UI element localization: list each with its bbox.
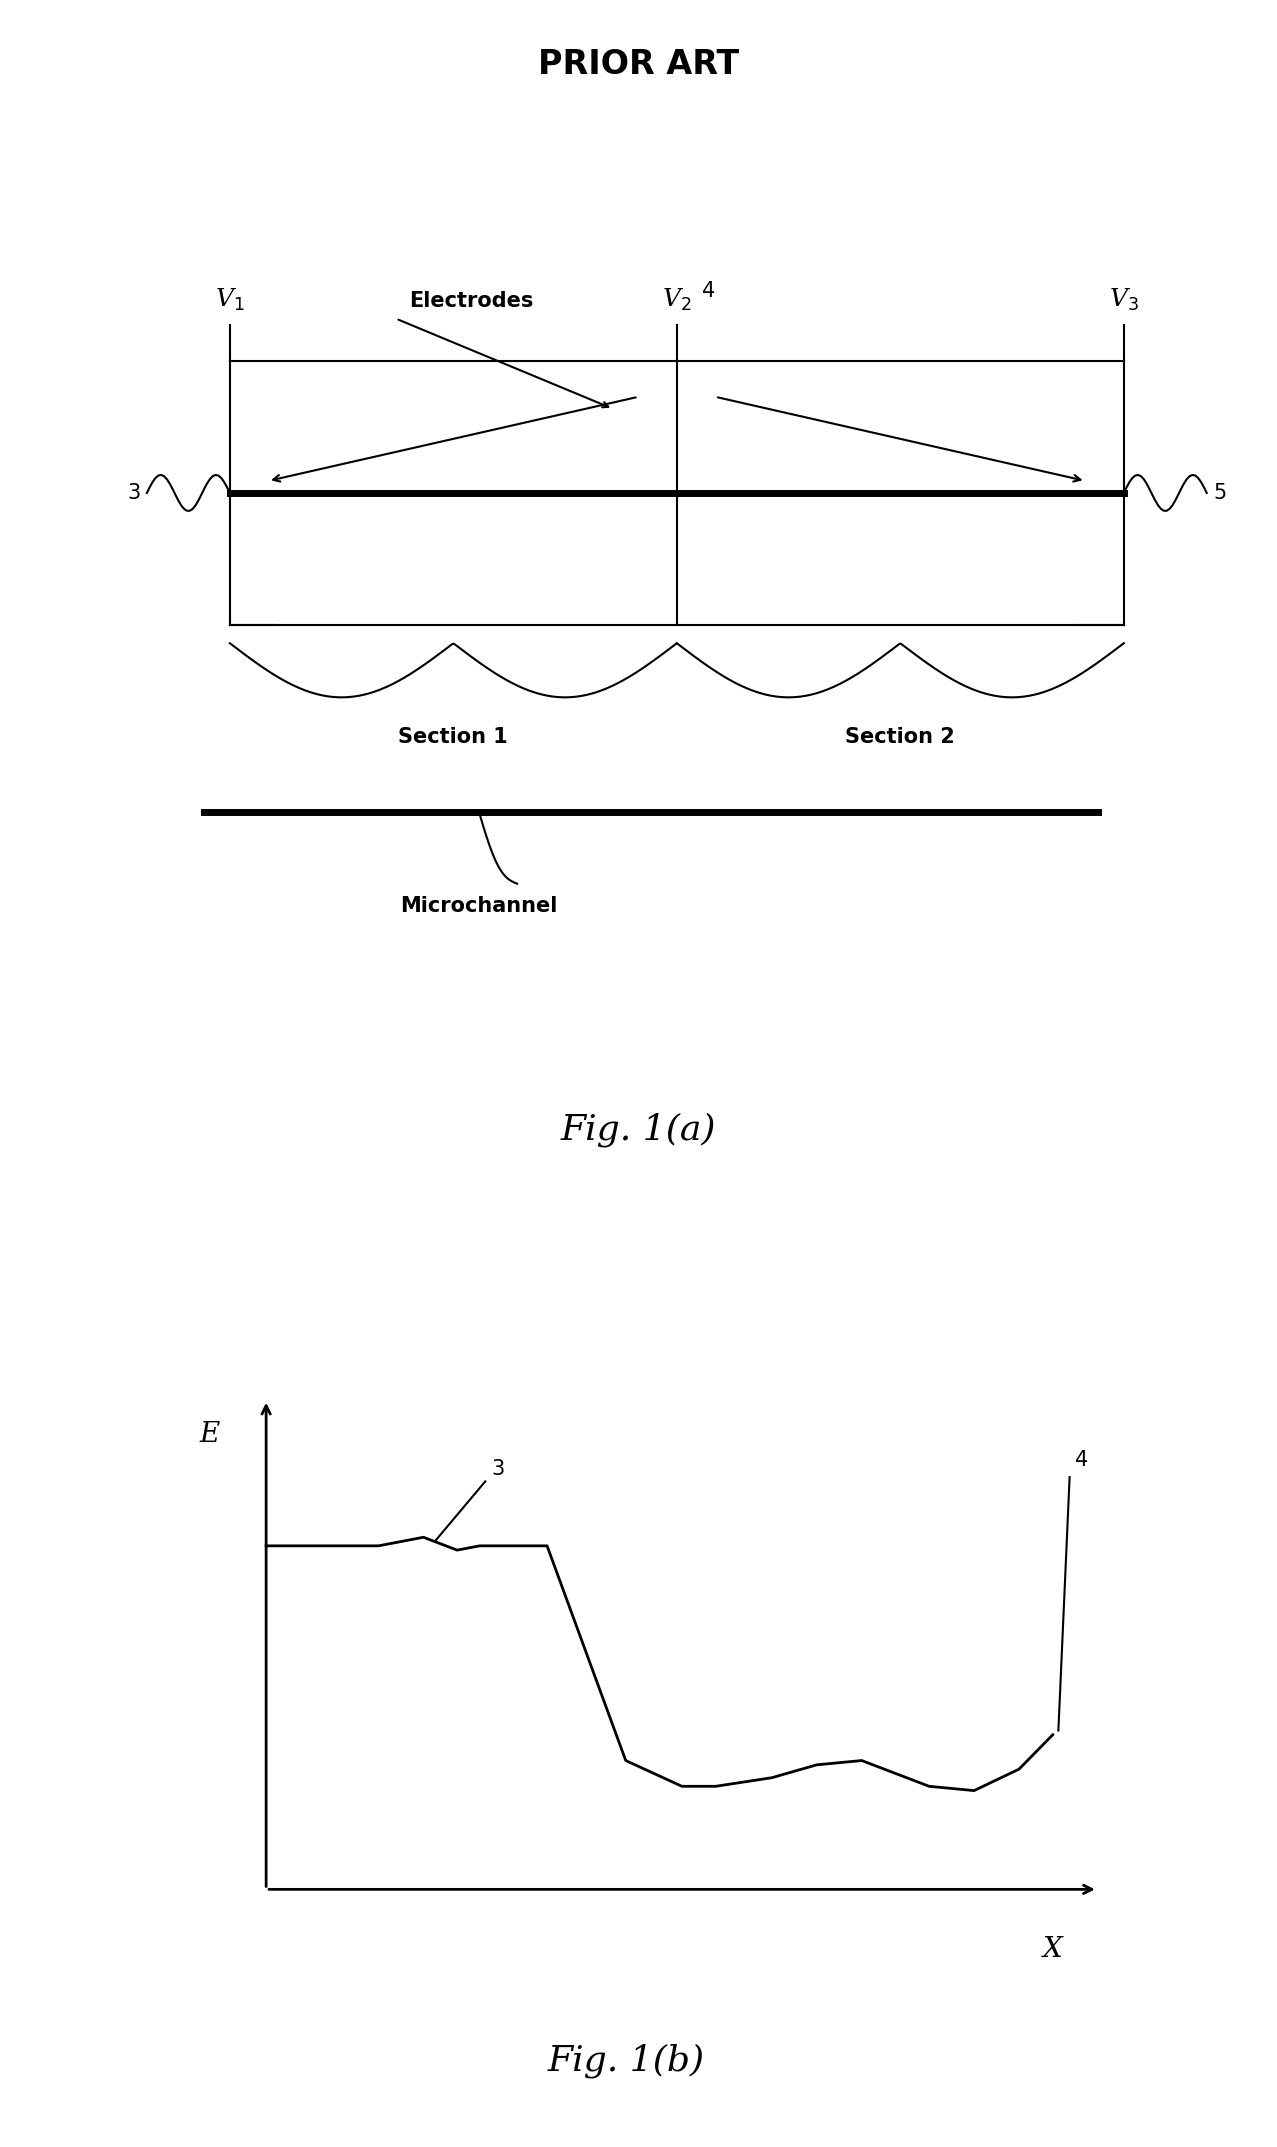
Text: E: E (199, 1421, 220, 1447)
Text: Section 2: Section 2 (845, 728, 955, 747)
Text: Section 1: Section 1 (398, 728, 508, 747)
Text: V$_3$: V$_3$ (1108, 286, 1139, 313)
Text: 4: 4 (1075, 1449, 1088, 1471)
Text: 3: 3 (490, 1458, 504, 1479)
Text: 4: 4 (702, 281, 715, 301)
Text: Fig. 1(a): Fig. 1(a) (561, 1112, 716, 1146)
Text: Microchannel: Microchannel (400, 895, 558, 917)
Text: Electrodes: Electrodes (409, 290, 533, 311)
Text: Fig. 1(b): Fig. 1(b) (547, 2044, 705, 2078)
Text: V$_1$: V$_1$ (215, 286, 245, 313)
Text: 3: 3 (128, 483, 140, 502)
Text: X: X (1043, 1937, 1062, 1962)
Text: PRIOR ART: PRIOR ART (538, 47, 739, 82)
Text: V$_2$: V$_2$ (661, 286, 692, 313)
Text: 5: 5 (1213, 483, 1226, 502)
